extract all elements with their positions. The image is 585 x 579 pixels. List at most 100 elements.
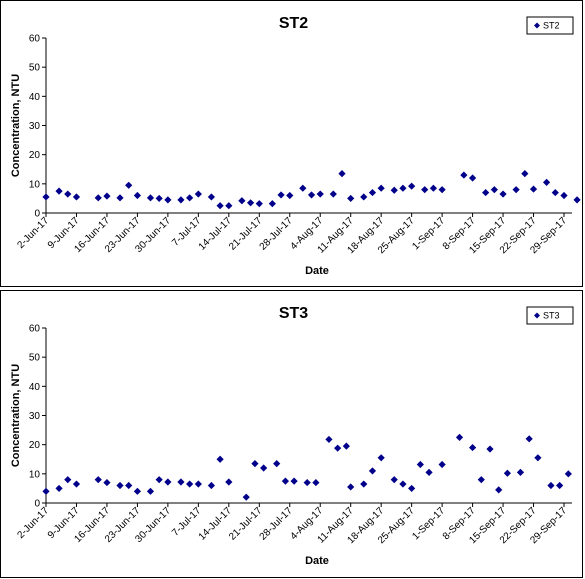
data-point <box>260 464 268 472</box>
data-point <box>164 478 172 486</box>
data-point <box>390 476 398 484</box>
legend-box <box>526 306 574 325</box>
data-point <box>368 188 377 197</box>
data-point <box>146 194 155 202</box>
data-point <box>103 478 111 487</box>
data-point <box>438 186 446 194</box>
data-point <box>116 481 124 490</box>
data-point <box>368 467 377 475</box>
data-point <box>399 184 407 192</box>
legend-label: ST2 <box>543 21 560 31</box>
y-tick-label: 30 <box>29 121 41 132</box>
data-point <box>438 460 446 469</box>
data-point <box>225 202 233 210</box>
data-point <box>429 184 438 192</box>
data-point <box>303 478 311 487</box>
data-point <box>155 194 163 203</box>
data-point <box>72 193 81 201</box>
y-tick-label: 60 <box>29 324 41 335</box>
data-point <box>242 493 250 501</box>
data-point <box>334 444 342 452</box>
y-tick-label: 40 <box>29 382 41 393</box>
data-point <box>286 191 294 200</box>
data-point <box>390 186 398 194</box>
data-point <box>246 199 255 207</box>
data-point <box>408 484 416 493</box>
data-point <box>216 455 224 463</box>
y-axis-label: Concentration, NTU <box>10 364 22 467</box>
data-point <box>55 484 63 493</box>
data-point <box>468 174 477 182</box>
data-point <box>277 191 285 199</box>
data-point <box>64 476 72 484</box>
data-point <box>377 454 385 462</box>
data-point <box>360 480 368 488</box>
data-point <box>468 443 477 452</box>
data-point <box>316 190 324 198</box>
data-point <box>164 196 172 204</box>
data-point <box>486 445 494 453</box>
y-tick-label: 10 <box>29 179 41 190</box>
legend-box <box>526 16 574 35</box>
data-point <box>251 460 259 468</box>
data-point <box>177 196 185 204</box>
data-point <box>186 480 194 488</box>
data-point <box>482 188 490 197</box>
data-point <box>347 194 355 203</box>
y-tick-label: 0 <box>34 499 40 510</box>
data-point <box>521 170 529 178</box>
data-point <box>408 182 416 190</box>
data-point <box>125 481 133 490</box>
data-point <box>547 481 555 490</box>
y-tick-label: 40 <box>29 92 41 103</box>
data-point <box>194 190 202 198</box>
data-point <box>133 191 142 200</box>
y-tick-label: 50 <box>29 63 41 74</box>
data-point <box>290 477 298 485</box>
data-point <box>64 190 72 198</box>
data-point <box>551 188 559 197</box>
x-axis-label: Date <box>305 265 329 277</box>
data-point <box>207 193 216 201</box>
data-point <box>125 181 133 189</box>
chart-title: ST3 <box>279 305 308 322</box>
data-point <box>512 186 520 194</box>
data-point <box>72 480 81 488</box>
data-point <box>556 481 564 490</box>
data-point <box>216 202 224 210</box>
y-axis-label: Concentration, NTU <box>10 74 22 177</box>
chart-panel-st3: ST3 0 10 20 30 40 50 60 2-Jun-17 9-Jun-17 16-Jun-1… <box>0 290 583 578</box>
y-tick-label: 10 <box>29 469 41 480</box>
data-point <box>103 192 111 200</box>
data-point <box>421 186 429 194</box>
data-point <box>399 480 407 488</box>
data-point <box>573 196 581 204</box>
chart-svg-1: ST301020304050602-Jun-179-Jun-1716-Jun-1… <box>10 305 574 567</box>
data-point <box>477 476 485 484</box>
data-point <box>542 178 551 186</box>
data-point <box>186 194 194 202</box>
data-point <box>495 486 503 494</box>
data-point <box>307 191 316 199</box>
data-point <box>255 200 263 208</box>
data-point <box>425 468 433 476</box>
data-point <box>347 483 355 491</box>
x-tick-label: 28-Jul-17 <box>258 215 296 253</box>
y-tick-label: 50 <box>29 353 41 364</box>
y-tick-label: 0 <box>34 209 40 220</box>
y-tick-label: 60 <box>29 34 41 45</box>
data-point <box>155 476 163 484</box>
data-point <box>455 433 464 441</box>
data-point <box>564 470 572 478</box>
data-point <box>360 193 368 201</box>
data-point <box>325 435 333 444</box>
data-point <box>416 460 424 469</box>
y-tick-label: 20 <box>29 440 41 451</box>
x-tick-label: 28-Jul-17 <box>258 505 296 543</box>
data-point <box>133 487 142 495</box>
y-tick-label: 30 <box>29 411 41 422</box>
data-point <box>460 171 468 179</box>
data-point <box>377 184 385 192</box>
data-point <box>342 442 350 450</box>
data-point <box>238 197 246 205</box>
